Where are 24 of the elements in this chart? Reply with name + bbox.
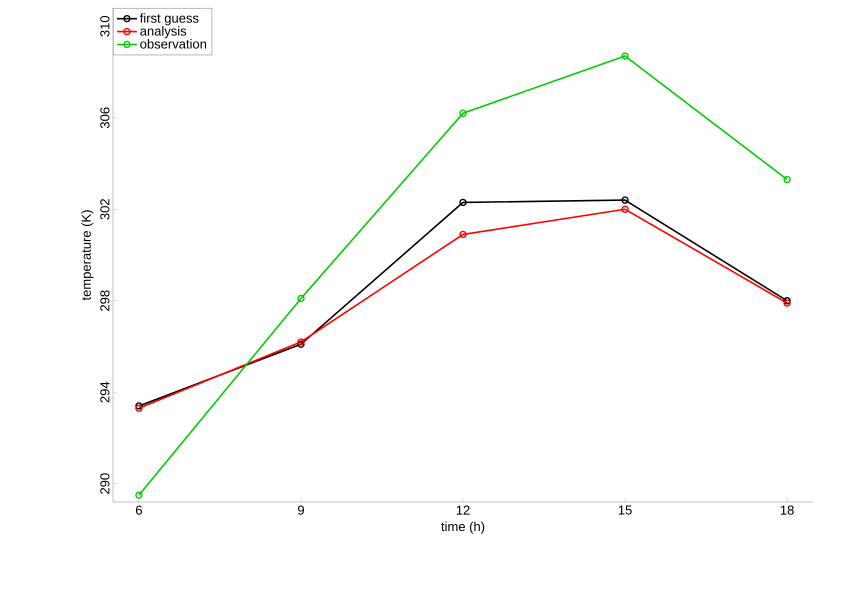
point <box>621 52 629 60</box>
x-tick-label: 6 <box>136 506 142 515</box>
point <box>297 294 305 302</box>
point <box>459 198 467 206</box>
y-axis-title: temperature (K) <box>81 210 94 300</box>
x-tick-label: 18 <box>780 506 794 515</box>
x-tick-label: 12 <box>456 506 470 515</box>
y-tick-label: 306 <box>100 108 110 128</box>
y-tick-label: 302 <box>100 199 110 220</box>
point <box>621 196 629 204</box>
legend-label: analysis <box>140 26 186 38</box>
y-tick-label: 290 <box>100 473 110 494</box>
y-tick-label: 298 <box>100 290 110 311</box>
x-tick-label: 15 <box>618 506 632 515</box>
point <box>621 206 629 213</box>
x-axis-title: time (h) <box>441 522 484 534</box>
point <box>459 230 467 238</box>
point <box>459 110 467 117</box>
legend-label: observation <box>140 39 206 49</box>
x-tick-label: 9 <box>298 506 304 515</box>
point <box>297 338 305 346</box>
legend-label: first guess <box>140 13 198 26</box>
y-tick-label: 294 <box>100 382 110 402</box>
y-tick-label: 310 <box>100 16 110 37</box>
